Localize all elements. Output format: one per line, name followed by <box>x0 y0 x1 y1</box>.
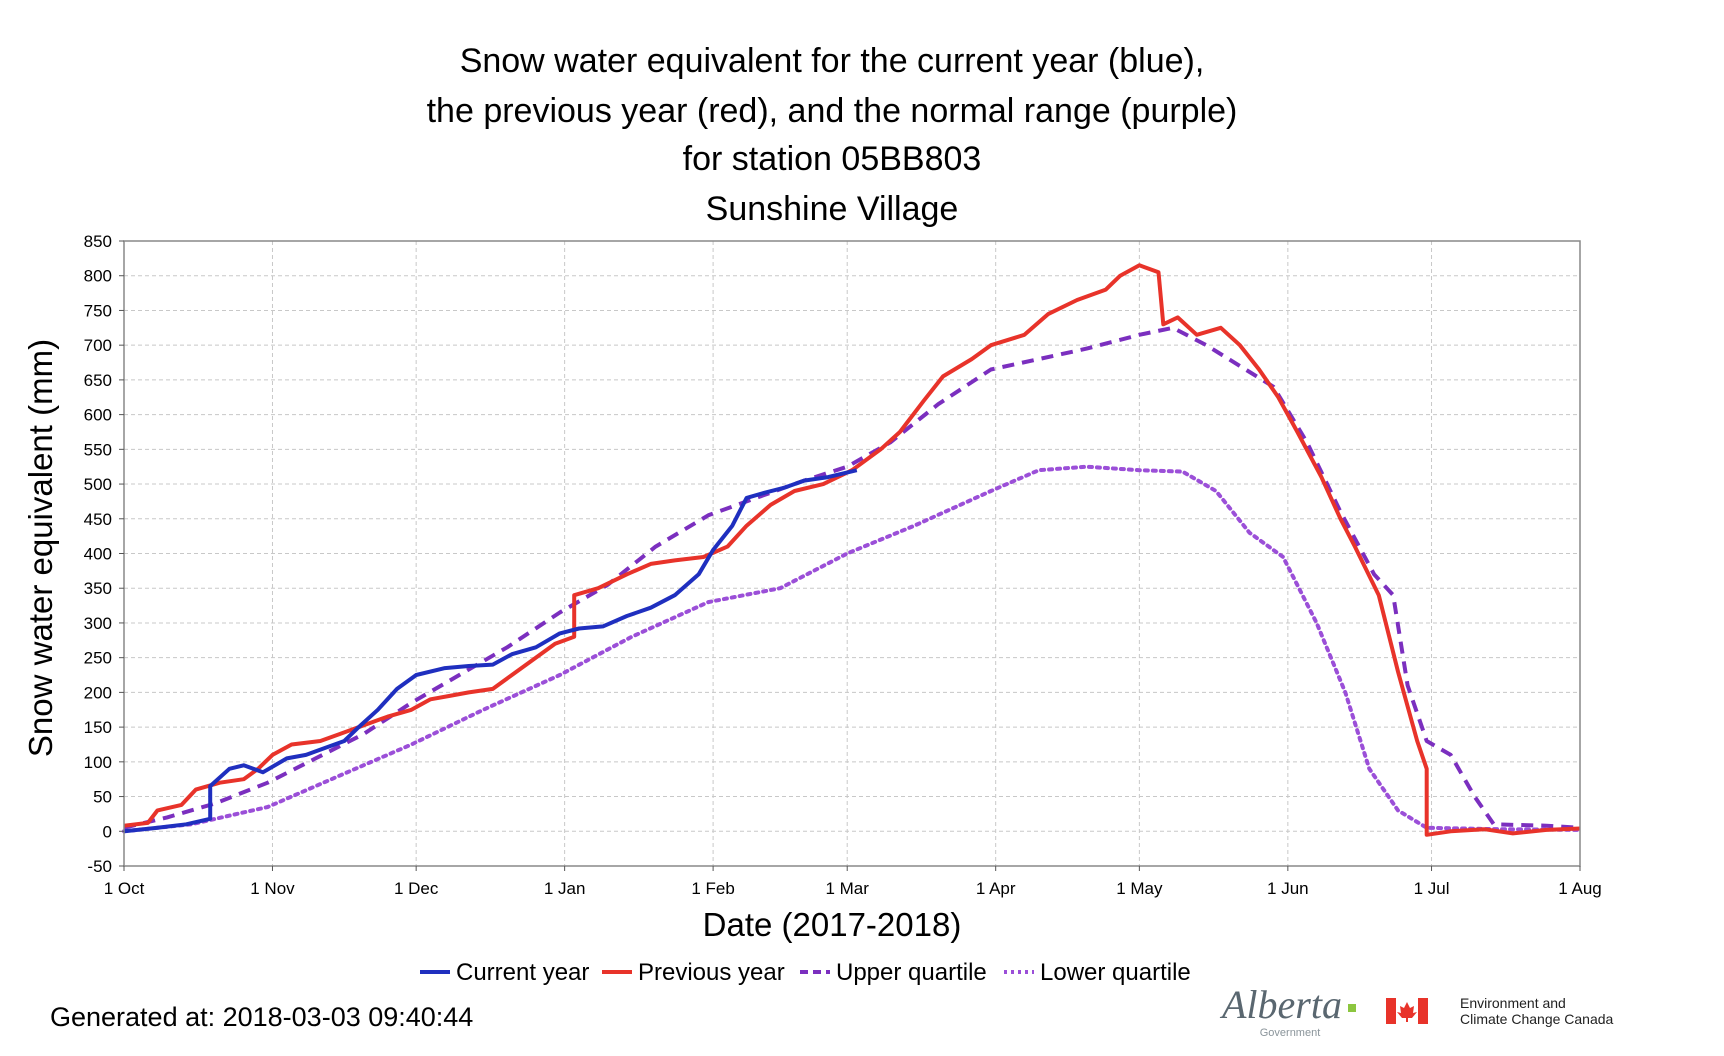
maple-leaf-icon <box>1397 1002 1417 1022</box>
x-tick-label: 1 Apr <box>976 879 1016 898</box>
legend: Current year Previous year Upper quartile L… <box>420 959 1191 986</box>
alberta-logo-accent <box>1348 1004 1356 1012</box>
y-tick-label: 350 <box>84 579 112 598</box>
x-tick-label: 1 May <box>1116 879 1163 898</box>
x-tick-label: 1 Mar <box>825 879 869 898</box>
x-axis-title: Date (2017-2018) <box>703 906 962 943</box>
x-tick-label: 1 Oct <box>104 879 145 898</box>
y-tick-label: 550 <box>84 440 112 459</box>
generated-timestamp: Generated at: 2018-03-03 09:40:44 <box>50 1002 473 1032</box>
eccc-logo-line-2: Climate Change Canada <box>1460 1011 1614 1027</box>
x-tick-label: 1 Jan <box>544 879 586 898</box>
y-tick-label: 450 <box>84 510 112 529</box>
y-tick-label: 0 <box>103 822 112 841</box>
alberta-logo-wordmark: Alberta <box>1219 982 1342 1027</box>
legend-label: Previous year <box>638 959 785 986</box>
series-line-current-year <box>123 468 858 834</box>
y-tick-label: 850 <box>84 232 112 251</box>
y-tick-label: 500 <box>84 475 112 494</box>
plot-series <box>122 263 1582 837</box>
series-line-upper-quartile <box>123 325 1581 830</box>
x-tick-label: 1 Aug <box>1558 879 1602 898</box>
x-tick-label: 1 Feb <box>691 879 734 898</box>
x-tick-label: 1 Jul <box>1414 879 1450 898</box>
y-tick-label: 300 <box>84 614 112 633</box>
y-tick-label: 50 <box>93 788 112 807</box>
y-tick-label: 600 <box>84 406 112 425</box>
chart-title-line-1: Snow water equivalent for the current ye… <box>460 42 1205 80</box>
chart-title-line-3: for station 05BB803 <box>683 140 982 178</box>
legend-label: Upper quartile <box>836 959 987 986</box>
x-tick-label: 1 Dec <box>394 879 439 898</box>
chart-title: Snow water equivalent for the current ye… <box>427 42 1238 228</box>
y-axis-ticks: -50 0 50 100 150 200 250 300 350 400 450 500 550 600 6… <box>84 232 124 876</box>
y-tick-label: 250 <box>84 649 112 668</box>
x-tick-label: 1 Nov <box>250 879 295 898</box>
y-tick-label: 150 <box>84 718 112 737</box>
canada-flag-icon <box>1386 998 1428 1024</box>
x-tick-label: 1 Jun <box>1267 879 1309 898</box>
y-tick-label: 400 <box>84 545 112 564</box>
eccc-logo-line-1: Environment and <box>1460 995 1566 1011</box>
legend-label: Current year <box>456 959 589 986</box>
y-tick-label: 700 <box>84 336 112 355</box>
x-axis-ticks: 1 Oct 1 Nov 1 Dec 1 Jan 1 Feb 1 Mar 1 Apr 1 May… <box>104 866 1602 898</box>
y-tick-label: 750 <box>84 301 112 320</box>
alberta-logo-subtitle: Government <box>1260 1027 1321 1039</box>
y-tick-label: 200 <box>84 683 112 702</box>
y-tick-label: 800 <box>84 267 112 286</box>
y-tick-label: 100 <box>84 753 112 772</box>
y-axis-title: Snow water equivalent (mm) <box>22 339 59 757</box>
chart-title-line-4: Sunshine Village <box>706 190 959 228</box>
y-tick-label: -50 <box>87 857 112 876</box>
y-tick-label: 650 <box>84 371 112 390</box>
chart-title-line-2: the previous year (red), and the normal … <box>427 92 1238 130</box>
series-line-lower-quartile <box>122 464 1582 834</box>
alberta-government-logo: Alberta Government <box>1219 982 1356 1039</box>
legend-label: Lower quartile <box>1040 959 1191 986</box>
